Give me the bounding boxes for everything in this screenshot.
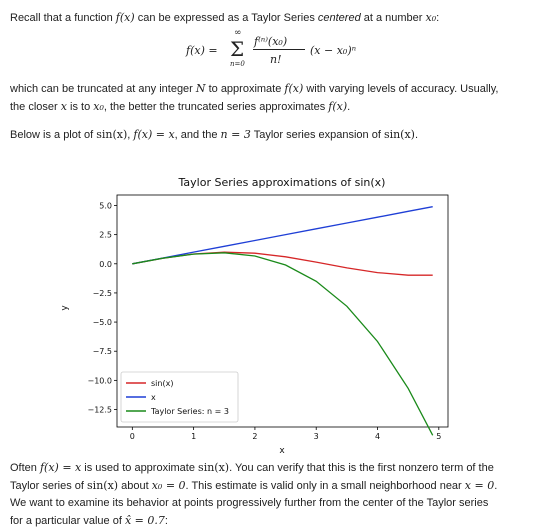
y-tick-label: −5.0	[93, 318, 112, 327]
legend-label-1: x	[151, 393, 156, 402]
formula-fraction-bar	[253, 49, 305, 50]
legend-label-0: sin(x)	[151, 379, 173, 388]
x-tick-label: 3	[314, 432, 319, 441]
x-tick-label: 4	[375, 432, 380, 441]
y-tick-label: 5.0	[99, 201, 112, 210]
series-line-2	[132, 252, 434, 436]
formula-numerator: f⁽ⁿ⁾(x₀)	[254, 35, 288, 48]
formula-lhs: f(x) =	[186, 44, 218, 57]
y-axis: 5.0 2.5 0.0 −2.5 −5.0 −7.5 −10.0 −12.5	[87, 201, 117, 415]
legend-box	[120, 371, 239, 423]
x-tick-label: 2	[252, 432, 257, 441]
chart-legend: sin(x) x Taylor Series: n = 3	[120, 371, 239, 423]
formula-sigma: Σ	[230, 37, 245, 61]
plot-area	[116, 194, 449, 436]
y-tick-label: −7.5	[93, 347, 112, 356]
emphasis-centered: centered	[317, 12, 361, 24]
plot-intro-paragraph: Below is a plot of sin(x), f(x) = x, and…	[10, 128, 419, 141]
plot-frame	[116, 194, 449, 428]
approximation-paragraph: Often f(x) = x is used to approximate si…	[10, 461, 498, 527]
formula-denominator: n!	[270, 53, 282, 66]
x-tick-label: 0	[130, 432, 135, 441]
y-tick-label: −10.0	[87, 376, 112, 385]
chart-title: Taylor Series approximations of sin(x)	[178, 176, 386, 189]
taylor-series-chart: Taylor Series approximations of sin(x) 5…	[60, 176, 449, 456]
y-tick-label: −2.5	[93, 289, 112, 298]
legend-label-2: Taylor Series: n = 3	[150, 407, 229, 416]
math-x0: x₀	[425, 11, 437, 24]
series-line-1	[132, 206, 433, 265]
y-tick-label: −12.5	[87, 406, 112, 415]
intro-paragraph: Recall that a function f(x) can be expre…	[10, 11, 440, 24]
truncation-paragraph: which can be truncated at any integer N …	[10, 82, 499, 113]
formula-upper-limit: ∞	[234, 28, 242, 38]
x-axis: 0 1 2 3 4 5	[130, 427, 441, 441]
x-tick-label: 5	[436, 432, 441, 441]
formula-factor: (x − x₀)ⁿ	[310, 44, 357, 57]
formula-lower-limit: n=0	[230, 60, 245, 68]
y-tick-label: 2.5	[99, 231, 112, 240]
y-tick-label: 0.0	[99, 260, 112, 269]
y-axis-label: y	[60, 305, 70, 311]
x-tick-label: 1	[191, 432, 196, 441]
math-fx: f(x)	[115, 11, 135, 24]
x-axis-label: x	[279, 446, 285, 456]
